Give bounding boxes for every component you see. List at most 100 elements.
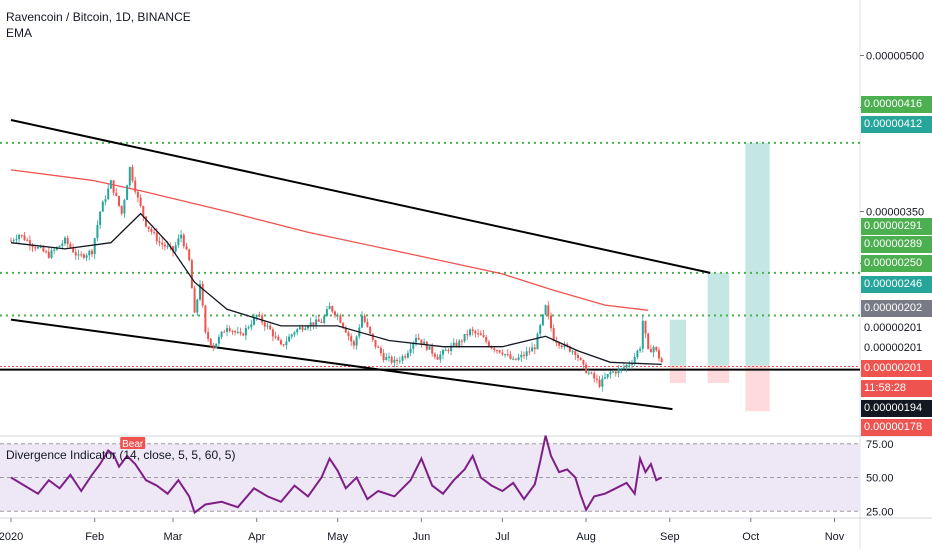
candle-body <box>236 331 239 333</box>
candle-body <box>571 351 574 353</box>
position-target-zone <box>745 142 770 366</box>
candle-body <box>523 354 525 356</box>
divergence-indicator-line <box>10 435 663 515</box>
indicator-title: Divergence Indicator (14, close, 5, 5, 6… <box>6 448 236 462</box>
candle-body <box>625 365 628 368</box>
candle-body <box>328 306 331 310</box>
candle-body <box>409 348 412 353</box>
candle-body <box>436 356 439 360</box>
ema-legend: EMA <box>6 26 33 40</box>
candle-body <box>498 350 501 353</box>
candle-body <box>331 306 334 312</box>
candle-body <box>558 342 561 346</box>
candle-body <box>595 378 598 380</box>
bear-label: Bear <box>122 439 144 450</box>
candle-body <box>506 354 509 356</box>
candle-body <box>379 347 382 354</box>
candle-body <box>334 311 336 316</box>
candle-body <box>568 346 571 352</box>
candle-body <box>172 246 174 252</box>
candle-body <box>296 329 299 333</box>
candle-body <box>69 243 72 248</box>
time-axis-label: Oct <box>742 531 759 543</box>
candle-body <box>501 352 504 355</box>
price-label: 0.00000246 <box>861 276 932 293</box>
candle-body <box>215 343 218 349</box>
candle-body <box>371 333 374 340</box>
candle-body <box>344 327 347 333</box>
candle-body <box>217 336 220 344</box>
candle-body <box>323 316 326 323</box>
candle-body <box>452 342 455 346</box>
candle-body <box>520 354 523 358</box>
candle-body <box>631 363 633 365</box>
candle-body <box>369 326 372 334</box>
candle-body <box>182 234 185 247</box>
candle-body <box>471 329 474 332</box>
candle-body <box>15 239 18 241</box>
time-axis-label: Apr <box>248 531 265 543</box>
candle-body <box>315 319 318 326</box>
candle-body <box>628 364 631 366</box>
price-axis-label: 0.00000500 <box>866 51 924 63</box>
candle-body <box>528 351 531 353</box>
candle-body <box>261 315 264 323</box>
candle-body <box>320 321 323 323</box>
candle-body <box>115 192 118 196</box>
position-stop-zone <box>707 365 730 384</box>
candle-body <box>582 359 585 365</box>
price-label: 0.00000178 <box>861 419 932 436</box>
time-axis-label: Jun <box>413 531 431 543</box>
candle-body <box>482 335 485 338</box>
price-label: 0.00000250 <box>861 255 932 272</box>
candle-body <box>496 350 498 352</box>
candle-body <box>150 228 153 232</box>
candle-body <box>120 205 123 214</box>
candle-body <box>118 195 120 206</box>
candle-body <box>406 352 409 358</box>
candle-body <box>285 341 288 346</box>
candle-body <box>190 260 193 289</box>
candle-body <box>136 191 139 198</box>
candle-body <box>145 216 147 227</box>
candle-body <box>450 345 453 352</box>
candle-body <box>80 254 83 256</box>
candle-body <box>617 369 620 374</box>
candle-body <box>109 180 112 189</box>
candle-body <box>247 327 250 329</box>
candle-body <box>37 247 39 249</box>
candle-body <box>347 332 350 337</box>
price-label: 11:58:28 <box>861 380 932 397</box>
candle-body <box>309 322 312 327</box>
candle-body <box>226 328 228 332</box>
candle-body <box>636 350 639 358</box>
candle-body <box>566 344 569 347</box>
candle-body <box>479 333 482 336</box>
candle-body <box>147 226 150 229</box>
candle-body <box>12 240 15 242</box>
candle-body <box>45 251 48 253</box>
candle-body <box>107 188 110 200</box>
candle-body <box>420 339 423 344</box>
candle-body <box>153 231 156 233</box>
candle-body <box>361 315 363 328</box>
candle-body <box>163 244 166 247</box>
candle-body <box>142 205 145 217</box>
candle-body <box>428 346 431 350</box>
price-label: 0.00000201 <box>861 360 932 377</box>
candle-body <box>42 246 45 252</box>
time-axis-label: Nov <box>825 531 845 543</box>
candle-body <box>23 235 26 241</box>
candle-body <box>20 234 23 236</box>
candle-body <box>606 373 609 378</box>
candle-body <box>231 330 234 332</box>
candle-body <box>552 328 555 341</box>
candle-body <box>258 314 261 316</box>
candle-body <box>312 322 315 326</box>
candle-body <box>177 238 180 246</box>
candle-body <box>577 354 579 358</box>
candle-body <box>250 324 253 328</box>
candle-body <box>31 245 34 248</box>
